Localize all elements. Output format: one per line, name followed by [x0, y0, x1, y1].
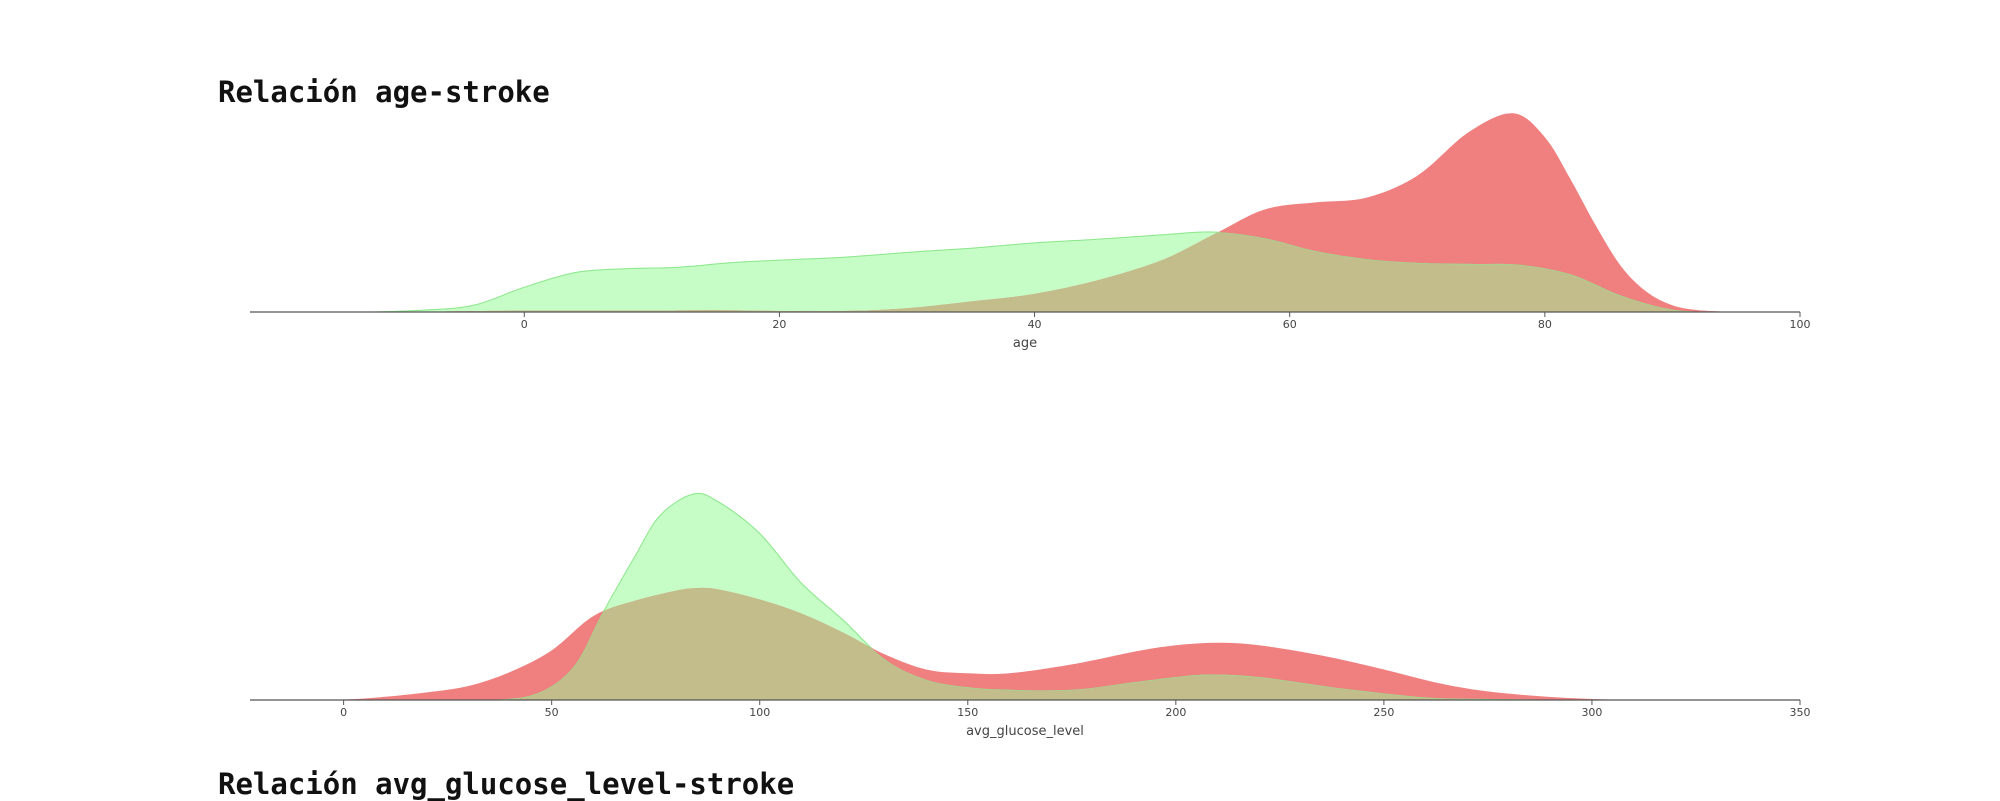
x-tick-label: 20 [772, 318, 786, 331]
chart-1: 0 50 100 150 200 250 300 350 avg_glucose_level [250, 492, 1811, 739]
x-tick-label: 100 [1790, 318, 1811, 331]
x-tick-label: 150 [957, 706, 978, 719]
x-tick-label: 80 [1538, 318, 1552, 331]
chart-panel-age: Relación age-stroke [0, 0, 2000, 390]
x-tick-label: 0 [521, 318, 528, 331]
x-tick-label: 250 [1373, 706, 1394, 719]
x-tick-label: 300 [1581, 706, 1602, 719]
chart-title: Relación age-stroke [218, 75, 550, 109]
stroke-density-area [302, 587, 1780, 700]
x-tick-label: 100 [749, 706, 770, 719]
x-tick-label: 350 [1790, 706, 1811, 719]
x-tick-label: 40 [1028, 318, 1042, 331]
x-axis-title: avg_glucose_level [966, 724, 1084, 739]
chart-panel-glucose: Relación avg_glucose_level-stroke [0, 390, 2000, 801]
chart-0: 0 20 40 60 80 100 age [250, 113, 1811, 351]
overlap-density-area [468, 587, 1592, 700]
chart-title: Relación avg_glucose_level-stroke [218, 767, 795, 801]
x-tick-label: 200 [1165, 706, 1186, 719]
x-tick-label: 50 [545, 706, 559, 719]
x-tick-label: 0 [340, 706, 347, 719]
x-axis-title: age [1013, 336, 1037, 351]
x-tick-label: 60 [1283, 318, 1297, 331]
